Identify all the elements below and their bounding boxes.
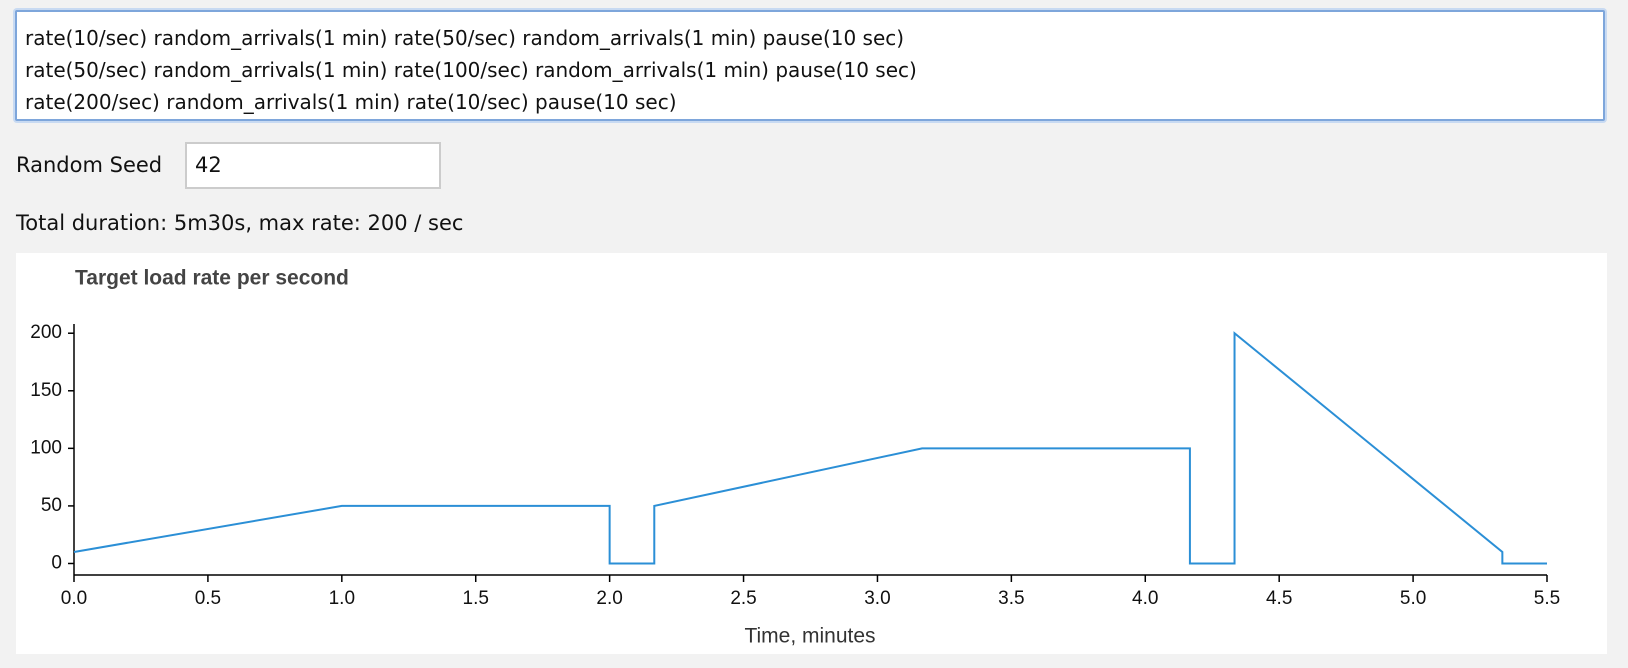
x-tick-label: 4.5: [1266, 588, 1292, 609]
editor-line: rate(10/sec) random_arrivals(1 min) rate…: [25, 26, 905, 50]
rate-line: [73, 331, 1547, 565]
x-tick-label: 3.5: [998, 588, 1024, 609]
x-tick-label: 1.5: [463, 588, 489, 609]
seed-input[interactable]: 42: [185, 142, 441, 189]
x-tick-label: 1.0: [329, 588, 355, 609]
x-tick-label: 0.5: [195, 588, 221, 609]
chart-background: [16, 253, 1607, 654]
x-tick-label: 5.5: [1534, 588, 1560, 609]
x-tick-label: 2.0: [596, 588, 622, 609]
y-tick-label: 0: [51, 553, 62, 574]
x-axis-label: Time, minutes: [744, 625, 875, 648]
editor-line: rate(50/sec) random_arrivals(1 min) rate…: [25, 58, 917, 82]
y-tick-label: 150: [30, 380, 62, 401]
editor-line: rate(200/sec) random_arrivals(1 min) rat…: [25, 90, 677, 114]
x-tick-label: 2.5: [730, 588, 756, 609]
x-tick-label: 5.0: [1400, 588, 1426, 609]
script-editor[interactable]: rate(10/sec) random_arrivals(1 min) rate…: [15, 10, 1605, 121]
x-tick-label: 0.0: [61, 588, 87, 609]
chart: Target load rate per second Time, minute…: [16, 253, 1607, 654]
y-tick-label: 100: [30, 437, 62, 458]
x-tick-label: 3.0: [864, 588, 890, 609]
y-tick-label: 50: [41, 495, 62, 516]
x-tick-label: 4.0: [1132, 588, 1158, 609]
seed-label: Random Seed: [16, 153, 163, 177]
chart-title: Target load rate per second: [75, 267, 349, 290]
y-tick-label: 200: [30, 322, 62, 343]
summary: Total duration: 5m30s, max rate: 200 / s…: [16, 211, 464, 235]
